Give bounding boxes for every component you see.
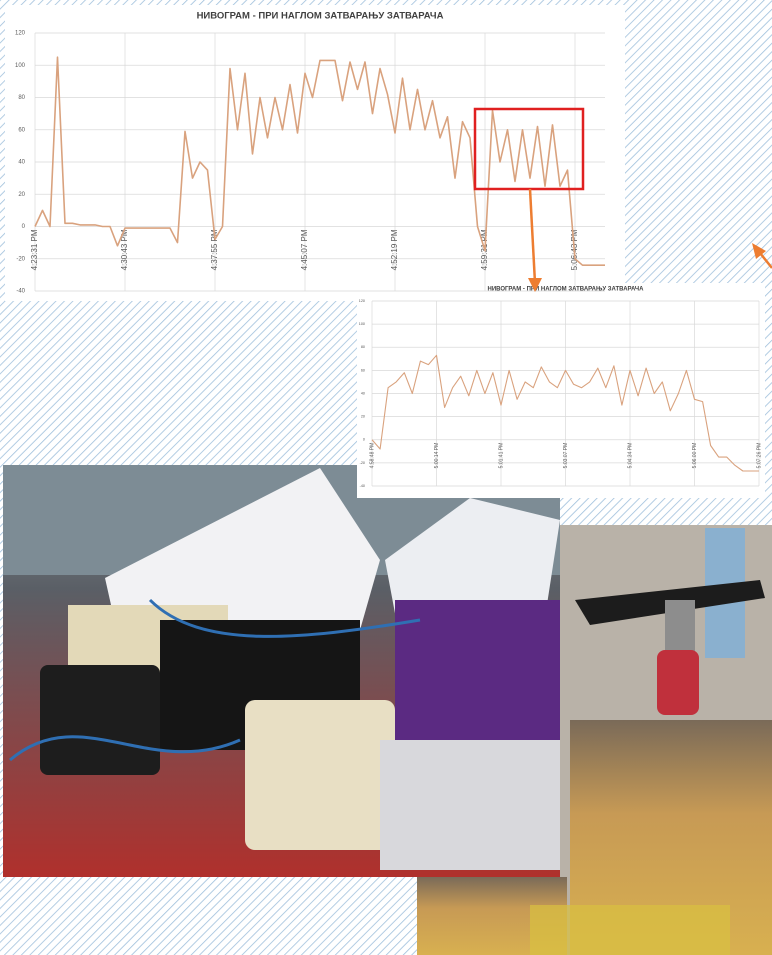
y-tick-label: 100 bbox=[15, 63, 26, 69]
y-tick-label: -40 bbox=[360, 484, 365, 488]
x-tick-label: 4:45:07 PM bbox=[300, 229, 309, 270]
photo-equipment bbox=[3, 465, 560, 877]
chart: НИВОГРАМ - ПРИ НАГЛОМ ЗАТВАРАЊУ ЗАТВАРАЧ… bbox=[15, 11, 605, 295]
y-tick-label: 0 bbox=[22, 224, 26, 230]
y-tick-label: 60 bbox=[18, 127, 25, 133]
y-tick-label: -20 bbox=[16, 256, 25, 262]
x-tick-label: 4:30:43 PM bbox=[120, 229, 129, 270]
x-tick-label: 4:23:31 PM bbox=[30, 229, 39, 270]
chart-panel bbox=[5, 5, 625, 301]
x-tick-label: 4:58:48 PM bbox=[369, 443, 375, 469]
y-tick-label: -40 bbox=[16, 289, 25, 295]
y-tick-label: 120 bbox=[15, 31, 26, 37]
arrow bbox=[528, 188, 537, 284]
y-tick-label: 100 bbox=[359, 322, 365, 326]
x-tick-label: 5:01:41 PM bbox=[498, 443, 504, 469]
x-tick-label: 5:04:34 PM bbox=[627, 443, 633, 469]
photo-sensor bbox=[417, 525, 772, 955]
y-tick-label: 80 bbox=[18, 95, 25, 101]
y-tick-label: -20 bbox=[360, 461, 365, 465]
chart-title: НИВОГРАМ - ПРИ НАГЛОМ ЗАТВАРАЊУ ЗАТВАРАЧ… bbox=[488, 287, 645, 293]
y-tick-label: 40 bbox=[18, 160, 25, 166]
y-tick-label: 40 bbox=[361, 391, 365, 395]
x-tick-label: 5:06:00 PM bbox=[692, 443, 698, 469]
x-tick-label: 4:52:19 PM bbox=[390, 229, 399, 270]
y-tick-label: 0 bbox=[363, 438, 365, 442]
arrow-head bbox=[752, 243, 766, 259]
chart: НИВОГРАМ - ПРИ НАГЛОМ ЗАТВАРАЊУ ЗАТВАРАЧ… bbox=[359, 287, 763, 488]
y-tick-label: 60 bbox=[361, 368, 365, 372]
data-line bbox=[371, 354, 759, 472]
y-tick-label: 20 bbox=[18, 192, 25, 198]
chart-panel bbox=[357, 283, 765, 498]
x-tick-label: 4:37:55 PM bbox=[210, 229, 219, 270]
chart-title: НИВОГРАМ - ПРИ НАГЛОМ ЗАТВАРАЊУ ЗАТВАРАЧ… bbox=[197, 11, 444, 22]
y-tick-label: 120 bbox=[359, 299, 365, 303]
data-line bbox=[34, 56, 605, 266]
x-tick-label: 5:03:07 PM bbox=[563, 443, 569, 469]
highlight-box bbox=[473, 107, 585, 191]
x-tick-label: 5:07:26 PM bbox=[756, 443, 762, 469]
y-tick-label: 80 bbox=[361, 345, 365, 349]
arrow bbox=[759, 252, 772, 269]
x-tick-label: 5:00:14 PM bbox=[434, 443, 440, 469]
arrow-head bbox=[528, 278, 542, 292]
y-tick-label: 20 bbox=[361, 415, 365, 419]
